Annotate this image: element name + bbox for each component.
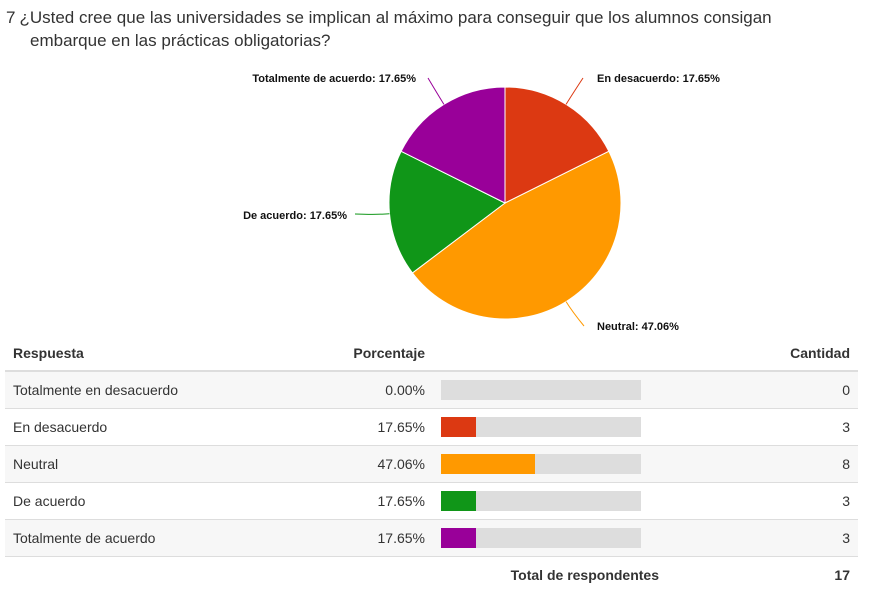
total-label: Total de respondentes <box>433 557 659 593</box>
row-response: En desacuerdo <box>5 409 321 446</box>
row-percent: 47.06% <box>321 446 433 483</box>
row-bar-track <box>441 417 641 437</box>
total-row: Total de respondentes 17 <box>5 557 858 593</box>
row-response: Totalmente en desacuerdo <box>5 371 321 409</box>
total-value: 17 <box>659 557 858 593</box>
row-bar-fill <box>441 454 535 474</box>
row-percent: 0.00% <box>321 371 433 409</box>
header-percent: Porcentaje <box>321 336 433 371</box>
row-bar-track <box>441 380 641 400</box>
question-text-line1: ¿Usted cree que las universidades se imp… <box>19 8 771 27</box>
question-title: 7¿Usted cree que las universidades se im… <box>6 6 856 52</box>
question-number: 7 <box>6 8 15 27</box>
row-percent: 17.65% <box>321 520 433 557</box>
row-bar-fill <box>441 528 476 548</box>
pie-leader-line <box>355 214 389 215</box>
row-count: 3 <box>659 409 858 446</box>
row-bar-fill <box>441 417 476 437</box>
header-bar <box>433 336 659 371</box>
pie-slice-label: De acuerdo: 17.65% <box>243 210 347 222</box>
row-count: 8 <box>659 446 858 483</box>
pie-slice-label: Totalmente de acuerdo: 17.65% <box>252 73 416 85</box>
pie-slice-label: Neutral: 47.06% <box>597 321 679 333</box>
row-response: De acuerdo <box>5 483 321 520</box>
row-count: 3 <box>659 483 858 520</box>
table-header-row: Respuesta Porcentaje Cantidad <box>5 336 858 371</box>
row-count: 3 <box>659 520 858 557</box>
results-table: Respuesta Porcentaje Cantidad Totalmente… <box>5 336 858 593</box>
row-percent: 17.65% <box>321 483 433 520</box>
question-text-line2: embarque en las prácticas obligatorias? <box>6 29 856 52</box>
row-bar-track <box>441 528 641 548</box>
row-bar-track <box>441 454 641 474</box>
row-bar-track <box>441 491 641 511</box>
pie-leader-line <box>428 78 444 104</box>
pie-chart: En desacuerdo: 17.65% Neutral: 47.06% De a… <box>0 60 875 336</box>
row-response: Totalmente de acuerdo <box>5 520 321 557</box>
row-response: Neutral <box>5 446 321 483</box>
header-count: Cantidad <box>659 336 858 371</box>
row-count: 0 <box>659 371 858 409</box>
pie-slice-label: En desacuerdo: 17.65% <box>597 73 720 85</box>
header-response: Respuesta <box>5 336 321 371</box>
pie-leader-line <box>566 78 583 104</box>
row-percent: 17.65% <box>321 409 433 446</box>
row-bar-fill <box>441 491 476 511</box>
pie-leader-line <box>566 302 584 326</box>
